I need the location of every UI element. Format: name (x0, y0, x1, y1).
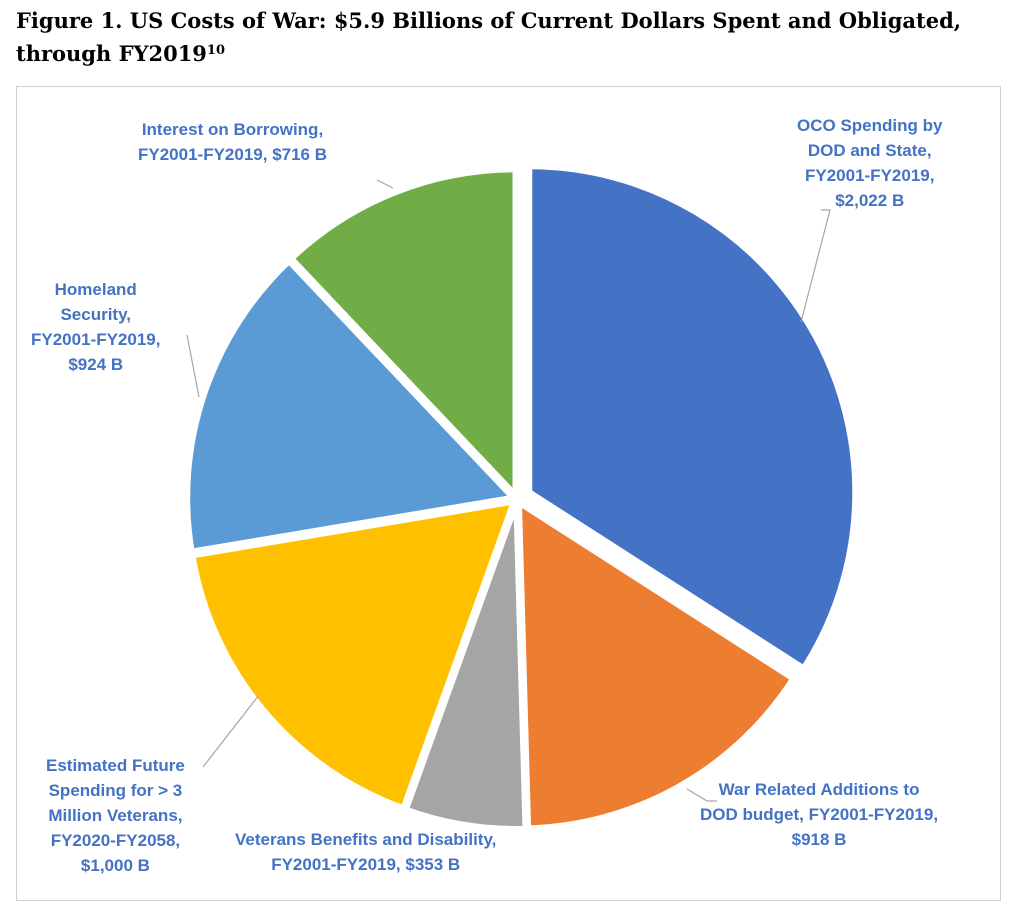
label-line: OCO Spending by (797, 116, 943, 135)
pie-slice-interest (288, 166, 519, 499)
label-line: Veterans Benefits and Disability, (235, 830, 497, 849)
label-line: Estimated Future (46, 756, 185, 775)
label-line: War Related Additions to (718, 780, 920, 799)
label-line: $2,022 B (835, 191, 905, 210)
footnote-marker: 10 (206, 43, 226, 58)
label-line: Security, (60, 305, 132, 324)
label-line: $1,000 B (80, 856, 150, 875)
chart-area: OCO Spending by DOD and State, FY2001-FY… (16, 86, 1001, 901)
slice-label-veterans-benefits: Veterans Benefits and Disability, FY2001… (235, 827, 496, 877)
pie-slice-veterans-benefits (402, 499, 529, 832)
leader-line-future-veterans (202, 694, 260, 768)
pie-slice-oco (526, 163, 859, 672)
leader-line-interest (376, 179, 394, 189)
figure-title-line1: Figure 1. US Costs of War: $5.9 Billions… (16, 8, 962, 33)
label-line: FY2001-FY2019, $353 B (271, 855, 461, 874)
pie-slice-homeland-security (184, 258, 517, 555)
leader-line-oco (800, 209, 831, 323)
label-line: FY2020-FY2058, (50, 831, 181, 850)
label-line: Million Veterans, (48, 806, 183, 825)
slice-label-interest: Interest on Borrowing, FY2001-FY2019, $7… (138, 117, 327, 167)
label-line: DOD and State, (807, 141, 932, 160)
label-line: Homeland (54, 280, 137, 299)
pie-chart (184, 163, 859, 832)
label-line: $924 B (68, 355, 124, 374)
pie-slice-war-additions (515, 499, 797, 832)
label-line: FY2001-FY2019, (804, 166, 935, 185)
label-line: Interest on Borrowing, (141, 120, 324, 139)
label-line: Spending for > 3 (48, 781, 183, 800)
figure-title: Figure 1. US Costs of War: $5.9 Billions… (16, 6, 1006, 69)
slice-label-future-veterans: Estimated Future Spending for > 3 Millio… (46, 753, 185, 878)
label-line: FY2001-FY2019, $716 B (138, 145, 328, 164)
slice-label-oco: OCO Spending by DOD and State, FY2001-FY… (797, 113, 942, 213)
slice-label-homeland-security: Homeland Security, FY2001-FY2019, $924 B (31, 277, 160, 377)
label-line: DOD budget, FY2001-FY2019, (700, 805, 939, 824)
leader-line-homeland-security (186, 334, 200, 398)
pie-slice-future-veterans (189, 498, 517, 812)
leader-line-war-additions (686, 788, 717, 802)
slice-label-war-additions: War Related Additions to DOD budget, FY2… (700, 777, 938, 852)
label-line: $918 B (791, 830, 847, 849)
figure-title-line2: through FY2019 (16, 41, 207, 66)
label-line: FY2001-FY2019, (31, 330, 161, 349)
